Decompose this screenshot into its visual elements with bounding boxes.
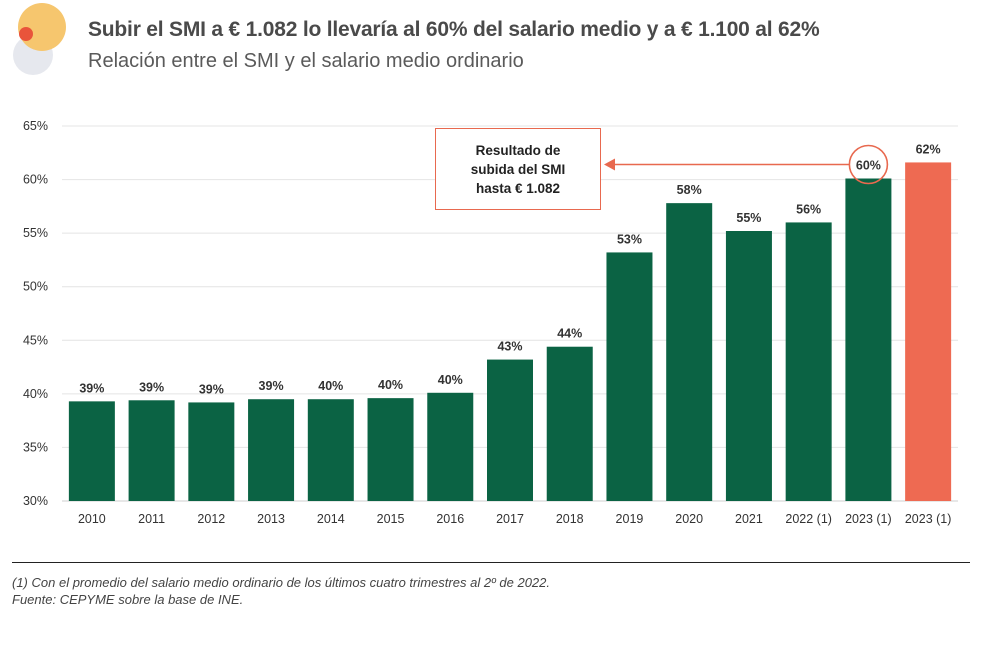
arrow-head: [604, 158, 615, 171]
bars: [68, 162, 952, 501]
chart-subtitle: Relación entre el SMI y el salario medio…: [88, 50, 524, 72]
bar: [188, 402, 235, 501]
x-tick-label: 2013: [257, 512, 285, 526]
x-tick-label: 2022 (1): [785, 512, 832, 526]
bar: [307, 399, 354, 501]
bar: [128, 400, 175, 501]
data-label: 62%: [916, 142, 941, 156]
source-note: Fuente: CEPYME sobre la base de INE.: [12, 592, 244, 607]
x-tick-label: 2017: [496, 512, 524, 526]
data-label: 39%: [79, 381, 104, 395]
y-tick-label: 45%: [23, 333, 48, 347]
data-labels: 39% 39% 39% 39% 40% 40% 40% 43% 44% 53% 58% 55% 56% 6…: [79, 142, 940, 396]
data-label: 40%: [378, 378, 403, 392]
data-label: 39%: [139, 380, 164, 394]
x-axis-labels: 2010 2011 2012 2013 2014 2015 2016 2017 2018 2019…: [78, 512, 951, 526]
x-tick-label: 2010: [78, 512, 106, 526]
data-label: 43%: [497, 340, 522, 354]
footnote: (1) Con el promedio del salario medio or…: [12, 575, 551, 590]
data-label: 56%: [796, 202, 821, 216]
y-tick-label: 50%: [23, 280, 48, 294]
callout-text: Resultado de subida del SMI hasta € 1.08…: [470, 142, 566, 196]
data-label: 39%: [199, 382, 224, 396]
bar: [905, 162, 952, 501]
x-tick-label: 2018: [556, 512, 584, 526]
y-tick-label: 35%: [23, 440, 48, 454]
x-tick-label: 2012: [197, 512, 225, 526]
data-label: 55%: [736, 211, 761, 225]
bar: [666, 203, 713, 501]
y-tick-label: 40%: [23, 387, 48, 401]
x-tick-label: 2019: [616, 512, 644, 526]
footer-divider: [12, 562, 970, 563]
bar: [785, 222, 832, 501]
bar: [248, 399, 295, 501]
data-label: 44%: [557, 327, 582, 341]
data-label: 39%: [259, 379, 284, 393]
bar: [427, 392, 474, 501]
y-tick-label: 30%: [23, 494, 48, 508]
data-label: 53%: [617, 232, 642, 246]
logo-red-dot: [19, 27, 33, 41]
data-label: 60%: [856, 159, 881, 173]
bar: [725, 231, 772, 501]
annotation: [604, 144, 889, 185]
x-tick-label: 2023 (1): [845, 512, 892, 526]
bar: [845, 178, 892, 501]
bar: [367, 398, 414, 501]
x-tick-label: 2014: [317, 512, 345, 526]
data-label: 40%: [438, 373, 463, 387]
x-tick-label: 2011: [138, 512, 165, 526]
x-tick-label: 2021: [735, 512, 763, 526]
bar: [606, 252, 653, 501]
y-tick-label: 65%: [23, 119, 48, 133]
bar: [546, 346, 593, 501]
bar: [68, 401, 115, 501]
brand-logo: [13, 3, 66, 75]
x-tick-label: 2016: [436, 512, 464, 526]
data-label: 58%: [677, 183, 702, 197]
x-tick-label: 2015: [377, 512, 405, 526]
footer-notes: (1) Con el promedio del salario medio or…: [12, 574, 550, 608]
chart-title: Subir el SMI a € 1.082 lo llevaría al 60…: [88, 18, 820, 41]
callout-box: Resultado de subida del SMI hasta € 1.08…: [435, 128, 601, 210]
bar-chart: 30% 35% 40% 45% 50% 55% 60% 65% 39% 39% 39% 39% 40%…: [23, 119, 958, 526]
bar: [487, 359, 533, 501]
y-tick-label: 55%: [23, 226, 48, 240]
x-tick-label: 2020: [675, 512, 703, 526]
x-tick-label: 2023 (1): [905, 512, 952, 526]
y-tick-label: 60%: [23, 173, 48, 187]
y-axis-labels: 30% 35% 40% 45% 50% 55% 60% 65%: [23, 119, 48, 508]
data-label: 40%: [318, 379, 343, 393]
